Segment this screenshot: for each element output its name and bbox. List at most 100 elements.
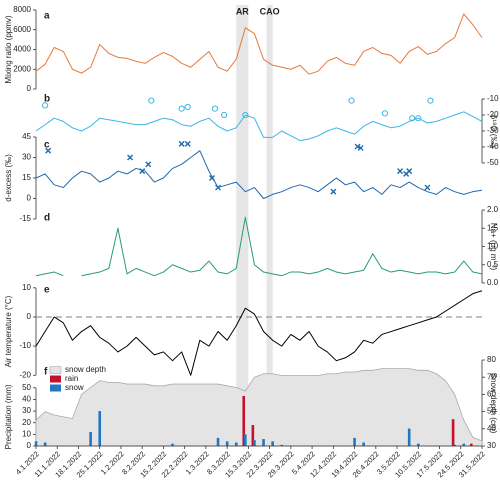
sample-marker	[45, 147, 52, 154]
y-tick-label: 2.0	[487, 205, 499, 214]
bar	[216, 437, 220, 446]
data-line	[35, 150, 483, 199]
bar	[280, 444, 284, 446]
sample-marker	[145, 161, 152, 168]
bar	[253, 440, 256, 446]
axis-title: δ¹⁸O (‰)	[489, 115, 498, 148]
y-tick-label: 15	[22, 173, 31, 182]
span-label: AR	[236, 6, 249, 16]
bar	[262, 439, 265, 446]
sample-marker	[415, 115, 422, 122]
legend-swatch	[50, 375, 61, 383]
legend-label: snow depth	[65, 365, 106, 374]
y-tick-label: 0	[27, 194, 32, 203]
data-line	[35, 13, 483, 75]
y-tick-label: 10	[22, 283, 31, 292]
data-line	[35, 111, 483, 142]
bar	[98, 411, 102, 446]
y-tick-label: -50	[487, 158, 499, 167]
bar	[34, 441, 38, 446]
bar	[407, 428, 411, 446]
y-tick-label: -20	[487, 110, 499, 119]
sample-marker	[348, 97, 355, 104]
axis-title: Mixing ratio (ppmv)	[4, 15, 13, 83]
y-tick-label: 70	[487, 372, 496, 381]
sample-marker	[184, 103, 191, 111]
y-tick-label: 0.0	[487, 278, 499, 287]
axis-title: d-excess (‰)	[4, 154, 13, 202]
axis-title: Air temperature (°C)	[4, 295, 13, 367]
y-tick-label: -10	[19, 341, 31, 350]
y-tick-label: 40	[22, 395, 31, 404]
y-tick-label: 30	[22, 153, 31, 162]
legend-swatch	[49, 366, 62, 374]
sample-marker	[178, 140, 185, 147]
bar	[469, 443, 473, 446]
y-tick-label: 0	[27, 312, 32, 321]
y-tick-label: -30	[487, 126, 499, 135]
bar	[244, 434, 247, 446]
y-tick-label: 8000	[13, 5, 31, 14]
y-tick-label: 0	[27, 441, 32, 450]
legend-label: snow	[65, 383, 84, 392]
sample-marker	[242, 111, 249, 119]
y-tick-label: 50	[22, 383, 31, 392]
bar	[43, 442, 47, 446]
sample-marker	[208, 175, 215, 181]
sample-marker	[409, 115, 416, 122]
data-line	[35, 271, 64, 277]
bar	[462, 443, 466, 446]
sample-marker	[127, 154, 134, 161]
event-span	[266, 5, 273, 446]
sample-marker	[330, 188, 337, 195]
panel-label: b	[44, 94, 50, 105]
y-tick-label: 6000	[13, 25, 31, 34]
y-tick-label: 40	[487, 424, 496, 433]
bar	[362, 442, 365, 446]
y-tick-label: -15	[19, 214, 31, 223]
data-line	[35, 290, 483, 376]
y-tick-label: 10	[22, 429, 31, 438]
span-label: CAO	[260, 6, 280, 16]
sample-marker	[221, 111, 228, 119]
bar	[89, 432, 92, 446]
bar	[251, 425, 255, 446]
y-tick-label: 60	[487, 390, 496, 399]
y-tick-label: -10	[487, 94, 499, 103]
bar	[242, 395, 246, 446]
sample-marker	[184, 140, 191, 147]
sample-marker	[381, 110, 389, 117]
y-tick-label: 2000	[13, 64, 31, 73]
panel-label: f	[44, 367, 48, 378]
bar	[416, 443, 420, 446]
bar	[225, 441, 229, 446]
y-tick-label: 1.0	[487, 242, 499, 251]
sample-marker	[357, 144, 364, 151]
sample-marker	[139, 168, 146, 175]
sample-marker	[424, 184, 431, 191]
y-tick-label: 4000	[13, 45, 31, 54]
panel-label: e	[44, 285, 50, 296]
legend-swatch	[50, 384, 61, 392]
snow-depth-area	[35, 368, 483, 447]
sample-marker	[406, 168, 413, 175]
panel-label: d	[44, 213, 50, 224]
y-tick-label: 80	[487, 355, 496, 364]
y-tick-label: 30	[487, 441, 496, 450]
y-tick-label: -40	[487, 142, 499, 151]
data-line	[81, 216, 483, 277]
sample-marker	[397, 168, 404, 175]
sample-marker	[211, 105, 219, 112]
bar	[171, 443, 174, 446]
y-tick-label: 20	[22, 418, 31, 427]
bar	[271, 441, 274, 446]
y-tick-label: 45	[22, 132, 31, 141]
sample-marker	[354, 143, 361, 150]
y-tick-label: 0.5	[487, 260, 499, 269]
y-tick-label: 50	[487, 407, 496, 416]
sample-marker	[427, 97, 434, 104]
y-tick-label: -20	[19, 370, 31, 379]
bar	[234, 442, 238, 446]
sample-marker	[148, 97, 155, 104]
